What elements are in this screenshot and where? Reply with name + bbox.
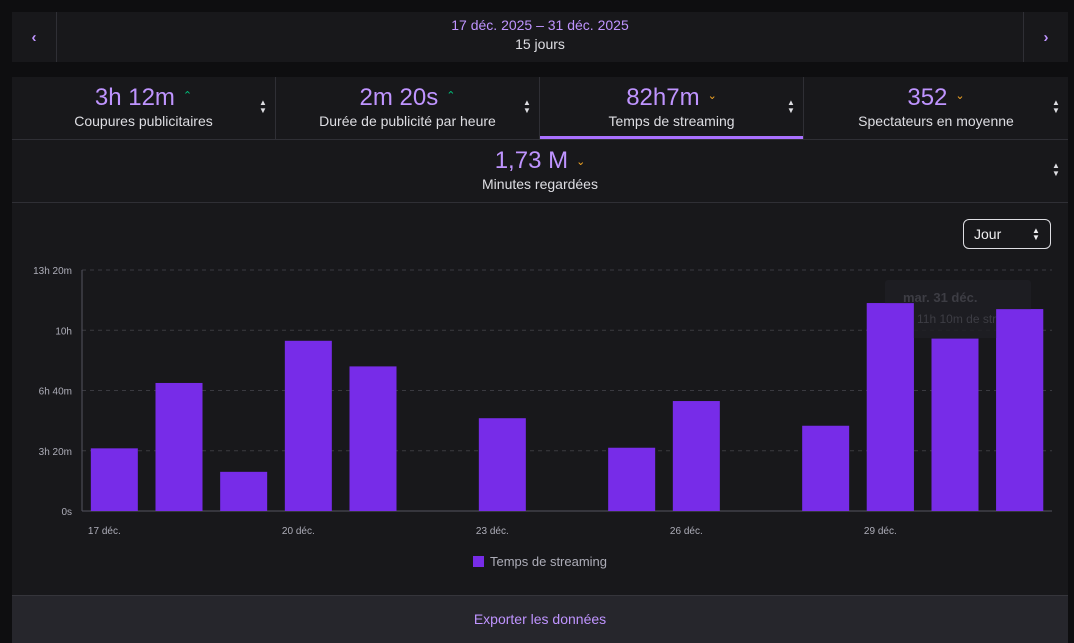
metrics-row: 3h 12m ⌃ Coupures publicitaires ▲ ▼ 2m 20s…	[12, 77, 1068, 140]
metric-value: 82h7m	[626, 84, 700, 111]
x-tick-label: 29 déc.	[864, 526, 897, 537]
legend-swatch	[472, 556, 484, 567]
metric-label: Spectateurs en moyenne	[858, 113, 1014, 129]
x-tick-label: 20 déc.	[282, 526, 315, 537]
date-navigation: ‹ 17 déc. 2025 – 31 déc. 2025 15 jours ›	[12, 12, 1068, 62]
stats-panel: 3h 12m ⌃ Coupures publicitaires ▲ ▼ 2m 20s…	[12, 77, 1068, 643]
metric-label: Coupures publicitaires	[74, 113, 213, 129]
trend-up-icon: ⌃	[446, 89, 456, 102]
chart-bar	[866, 303, 914, 511]
chart-bar	[931, 338, 979, 511]
metric-value: 1,73 M	[494, 147, 569, 174]
granularity-value: Jour	[974, 226, 1002, 242]
chart-bar	[478, 418, 526, 511]
date-range: 17 déc. 2025 – 31 déc. 2025	[451, 17, 629, 33]
metric-value: 352	[907, 84, 948, 111]
chevron-right-icon: ›	[1043, 28, 1049, 46]
chart-legend: Temps de streaming	[12, 554, 1068, 569]
date-range-display: 17 déc. 2025 – 31 déc. 2025 15 jours	[56, 12, 1024, 62]
metric-label: Durée de publicité par heure	[319, 113, 496, 129]
tooltip-title: mar. 31 déc.	[903, 290, 977, 305]
chart-bar	[90, 448, 138, 511]
y-tick-label: 0s	[61, 507, 72, 518]
sort-icon: ▲ ▼	[787, 98, 795, 115]
sort-icon: ▲ ▼	[1052, 161, 1060, 178]
chart-bar	[349, 366, 397, 511]
metric-value: 3h 12m	[94, 84, 175, 111]
y-tick-label: 10h	[55, 326, 72, 337]
sort-icon: ▲ ▼	[259, 98, 267, 115]
trend-down-icon: ⌄	[707, 89, 717, 102]
x-tick-label: 23 déc.	[476, 526, 509, 537]
chart-bar	[155, 382, 203, 511]
metric-ad-breaks[interactable]: 3h 12m ⌃ Coupures publicitaires ▲ ▼	[12, 77, 275, 139]
metric-average-viewers[interactable]: 352 ⌄ Spectateurs en moyenne ▲ ▼	[804, 77, 1068, 139]
chevron-updown-icon: ▲ ▼	[1032, 226, 1040, 242]
trend-down-icon: ⌄	[576, 156, 586, 168]
metric-value: 2m 20s	[359, 84, 439, 111]
trend-down-icon: ⌄	[955, 89, 965, 102]
chart-bar	[672, 401, 720, 511]
metric-label: Temps de streaming	[608, 113, 735, 129]
metric-label: Minutes regardées	[482, 176, 598, 192]
export-data-button[interactable]: Exporter les données	[12, 595, 1068, 643]
y-tick-label: 6h 40m	[39, 387, 72, 398]
x-tick-label: 26 déc.	[670, 526, 703, 537]
date-range-days: 15 jours	[515, 36, 565, 52]
chart-bar	[996, 309, 1044, 511]
granularity-select[interactable]: Jour ▲ ▼	[963, 219, 1051, 249]
metric-stream-time[interactable]: 82h7m ⌄ Temps de streaming ▲ ▼	[540, 77, 803, 139]
previous-period-button[interactable]: ‹	[12, 12, 57, 62]
y-tick-label: 3h 20m	[39, 447, 72, 458]
metric-minutes-watched[interactable]: 1,73 M ⌄ Minutes regardées ▲ ▼	[12, 140, 1068, 203]
tooltip-box	[885, 280, 1031, 338]
x-tick-label: 17 déc.	[88, 526, 121, 537]
legend-label: Temps de streaming	[489, 554, 608, 569]
chart-bar	[802, 425, 850, 511]
chart-bar	[284, 340, 332, 511]
chevron-left-icon: ‹	[31, 28, 37, 46]
chart-bar	[220, 471, 268, 511]
sort-icon: ▲ ▼	[1052, 98, 1060, 115]
sort-icon: ▲ ▼	[523, 98, 531, 115]
tooltip-line: 11h 10m de stream	[917, 312, 1020, 326]
trend-up-icon: ⌃	[182, 89, 193, 102]
metric-ad-time-per-hour[interactable]: 2m 20s ⌃ Durée de publicité par heure ▲ ▼	[276, 77, 539, 139]
chart-bar	[608, 447, 656, 511]
stream-time-chart: 0s 3h 20m 6h 40m 10h 13h 20m 17 déc. 20 déc. 23…	[33, 266, 1052, 537]
next-period-button[interactable]: ›	[1023, 12, 1068, 62]
y-tick-label: 13h 20m	[33, 266, 72, 277]
